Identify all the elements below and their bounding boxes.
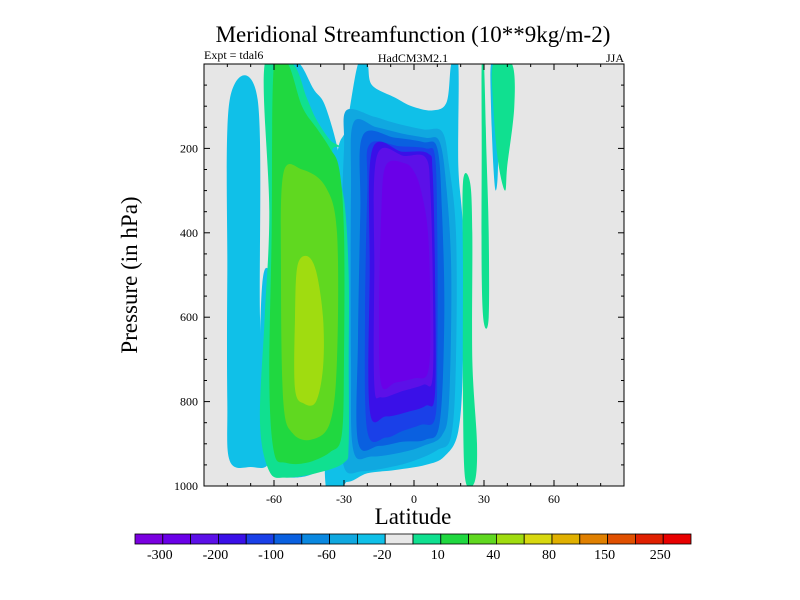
colorbar-label: -60 [317,548,336,563]
y-axis-label: Pressure (in hPa) [117,196,142,353]
colorbar-swatch [412,533,442,545]
y-tick-label: 400 [180,226,198,240]
colorbar-swatch [217,533,247,545]
chart-title: Meridional Streamfunction (10**9kg/m-2) [216,22,611,47]
colorbar-label: -300 [147,548,173,563]
x-axis-label: Latitude [375,504,452,529]
colorbar: -300 -200 -100 -60 -20 10 40 80 150 250 [134,533,692,563]
x-tick-label: 0 [411,492,417,506]
y-tick-label: 1000 [174,479,198,493]
colorbar-swatch [662,533,692,545]
colorbar-label: 40 [486,548,500,563]
colorbar-swatch [190,533,219,545]
colorbar-swatch [551,533,581,545]
contour-region-11 [378,160,431,390]
y-tick-label: 200 [180,141,198,155]
colorbar-swatch [523,533,553,545]
colorbar-label: -20 [373,548,392,563]
contour-region-18 [294,255,324,406]
colorbar-label: 150 [594,548,615,563]
contour-region-0 [226,75,270,468]
colorbar-label: -100 [258,548,284,563]
season-label: JJA [606,51,624,65]
colorbar-label: 80 [542,548,556,563]
colorbar-swatch [329,533,358,545]
colorbar-swatch [245,533,275,545]
colorbar-swatch [607,533,636,545]
colorbar-swatch [134,533,164,545]
colorbar-swatch [356,533,386,545]
model-label: HadCM3M2.1 [378,51,448,65]
x-tick-label: -60 [266,492,282,506]
axes: -60 -30 0 30 60 200 400 600 800 1000 [174,63,625,506]
colorbar-swatch [579,533,608,545]
plot-area [204,64,624,486]
colorbar-swatch [635,533,664,545]
colorbar-label: 250 [650,548,671,563]
colorbar-swatch [162,533,192,545]
y-tick-label: 800 [180,395,198,409]
colorbar-swatch [468,533,497,545]
colorbar-swatch [384,533,414,545]
colorbar-swatch [495,533,525,545]
x-tick-label: 60 [548,492,560,506]
colorbar-label: 10 [431,548,445,563]
experiment-label: Expt = tdal6 [204,48,263,62]
x-tick-label: 30 [478,492,490,506]
colorbar-swatch [440,533,469,545]
contour-region-13 [462,173,478,486]
x-tick-label: -30 [336,492,352,506]
y-tick-label: 600 [180,310,198,324]
colorbar-swatch [301,533,330,545]
colorbar-label: -200 [203,548,229,563]
contour-region-15 [481,64,490,329]
colorbar-swatch [273,533,303,545]
contour-region-14 [491,64,515,191]
